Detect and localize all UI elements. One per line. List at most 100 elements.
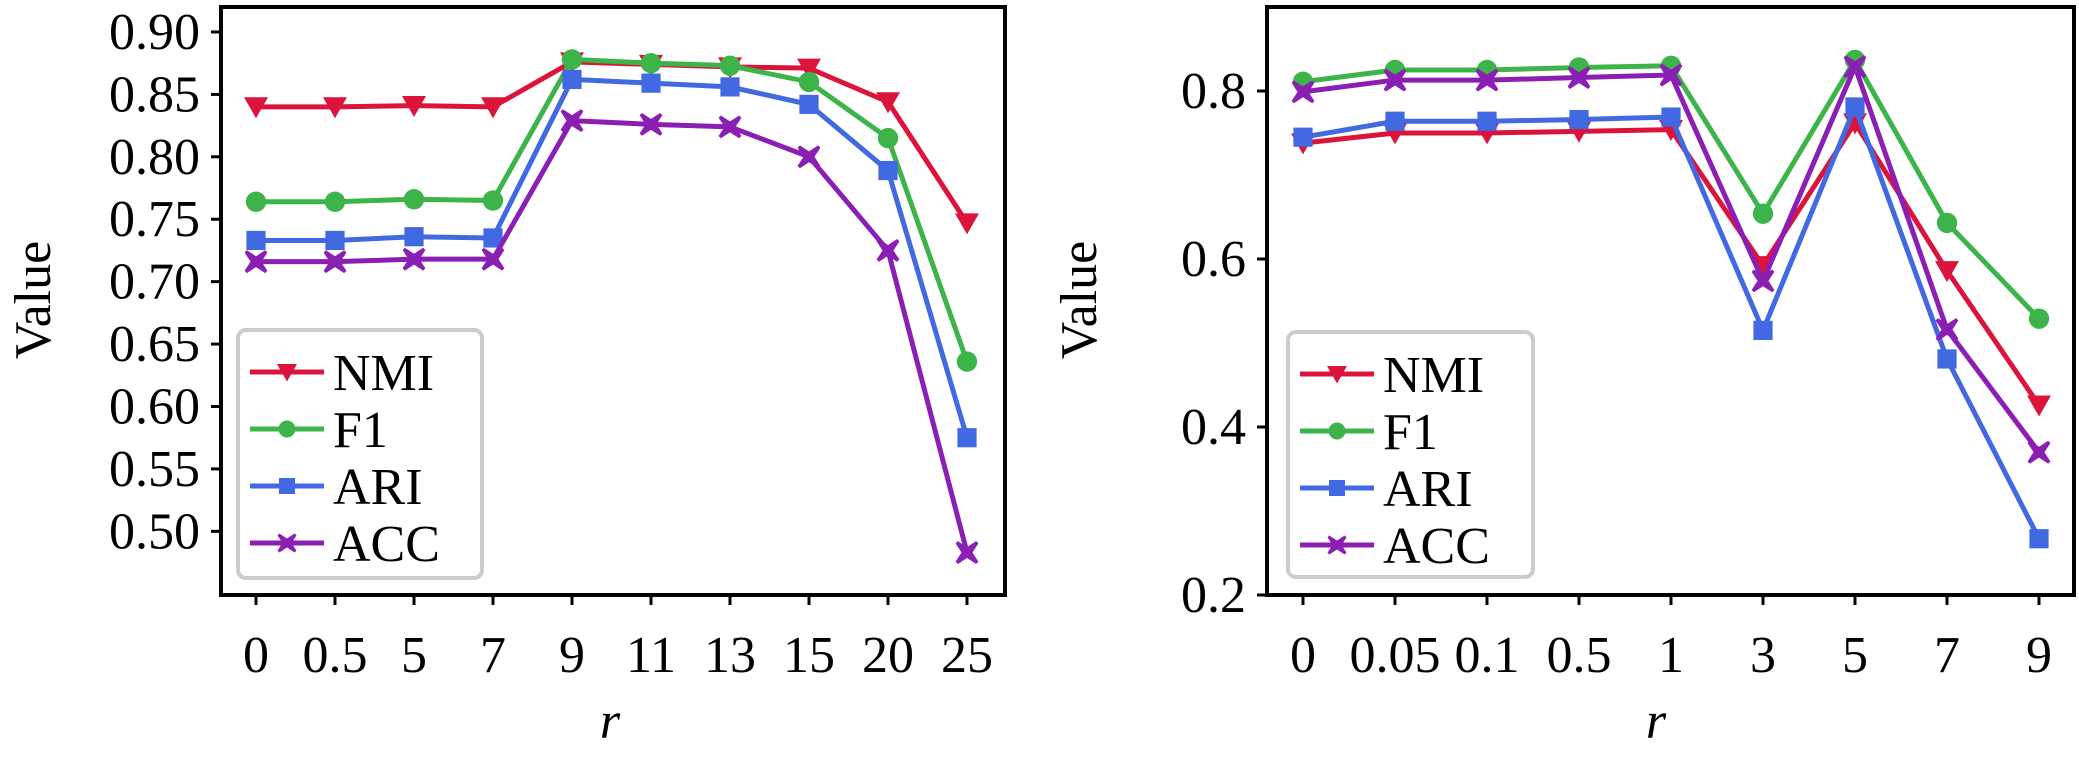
x-tick-label: 9 [559,627,585,684]
y-tick-label: 0.8 [1181,63,1246,120]
data-point-ari [483,228,503,248]
x-tick-label: 5 [401,627,427,684]
legend-label: F1 [1383,404,1438,461]
data-point-ari [1569,109,1589,130]
legend-entry-acc: ACC [250,516,440,573]
legend-entry-nmi: NMI [1300,347,1484,404]
x-tick-label: 0 [1290,627,1316,684]
data-point-acc [797,145,821,169]
legend-entry-ari: ARI [250,459,423,516]
x-tick-label: 0.5 [303,627,368,684]
legend-marker-f1 [278,420,296,438]
legend-entry-f1: F1 [250,402,388,459]
x-tick-label: 7 [1934,627,1960,684]
x-tick-label: 25 [941,627,993,684]
data-point-acc [1935,318,1959,341]
y-tick-label: 0.50 [109,503,200,560]
x-tick-label: 20 [862,627,914,684]
data-point-acc [1751,269,1775,293]
data-point-nmi [481,97,505,119]
data-point-ari [1477,111,1497,131]
data-point-f1 [798,71,820,93]
data-point-nmi [244,97,268,119]
series-line-acc [256,118,970,554]
x-tick-label: 7 [480,627,506,684]
x-tick-label: 11 [626,627,676,684]
legend-label: ARI [333,459,423,516]
data-point-ari [878,160,898,181]
data-point-f1 [877,127,899,149]
legend-marker-acc [277,533,297,553]
data-point-ari [799,94,819,114]
y-tick-label: 0.2 [1181,567,1246,624]
legend-entry-f1: F1 [1300,404,1438,461]
data-point-acc [323,250,347,274]
data-point-acc [955,541,979,564]
data-point-f1 [640,52,662,74]
legend-label: ARI [1383,461,1473,518]
legend-marker-ari [279,478,295,494]
series-acc [1291,55,2051,464]
data-point-acc [1291,80,1315,104]
data-point-f1 [719,55,741,76]
y-tick-label: 0.60 [109,378,200,435]
y-tick-label: 0.85 [109,66,200,123]
data-point-ari [1753,320,1773,340]
data-point-acc [481,247,505,271]
series-f1 [1292,49,2050,329]
legend-marker-ari [1329,480,1345,496]
data-point-f1 [561,49,583,70]
x-tick-label: 0.5 [1547,627,1612,684]
data-point-ari [404,227,424,247]
legend-label: NMI [1383,347,1484,404]
x-tick-label: 15 [783,627,835,684]
data-point-ari [1937,349,1957,369]
data-point-nmi [797,58,821,80]
axes-frame [219,5,1007,597]
data-point-nmi [323,97,347,119]
data-point-acc [1659,63,1683,87]
data-point-ari [562,69,582,90]
data-point-ari [2029,529,2049,549]
data-point-acc [718,115,742,139]
x-tick-label: 0.1 [1455,627,1520,684]
legend-marker-f1 [1328,422,1346,440]
y-tick-label: 0.65 [109,316,200,373]
x-tick-label: 5 [1842,627,1868,684]
data-point-f1 [2028,308,2050,329]
legend-marker-nmi [1327,366,1347,384]
y-tick-label: 0.55 [109,441,200,498]
legend-entry-nmi: NMI [250,345,434,402]
y-tick-label: 0.4 [1181,399,1246,456]
left-chart: 0.500.550.600.650.700.750.800.850.900 0.5… [5,4,1007,750]
data-point-acc [1475,68,1499,92]
data-point-acc [1567,66,1591,89]
data-point-f1 [1936,212,1958,234]
series-f1 [245,49,978,372]
legend-box [1286,330,1535,579]
x-tick-label: 0.05 [1350,627,1441,684]
series-line-ari [256,76,970,439]
data-point-ari [641,73,661,93]
x-tick-label: 13 [704,627,756,684]
legend-entry-acc: ACC [1300,518,1490,575]
data-point-acc [244,250,268,274]
data-point-f1 [403,189,425,210]
x-tick-label: 9 [2026,627,2052,684]
data-point-f1 [1752,203,1774,224]
data-point-f1 [245,191,267,212]
data-point-acc [876,239,900,262]
data-point-nmi [876,92,900,114]
data-point-ari [720,77,740,97]
x-axis-label: r [1646,693,1667,750]
data-point-nmi [2027,395,2051,417]
y-axis-label: Value [1051,241,1108,359]
data-point-f1 [324,191,346,212]
data-point-ari [1845,97,1865,117]
y-tick-label: 0.75 [109,191,200,248]
data-point-nmi [955,213,979,235]
data-point-acc [1383,68,1407,92]
data-point-acc [1843,55,1867,79]
data-point-acc [402,247,426,271]
